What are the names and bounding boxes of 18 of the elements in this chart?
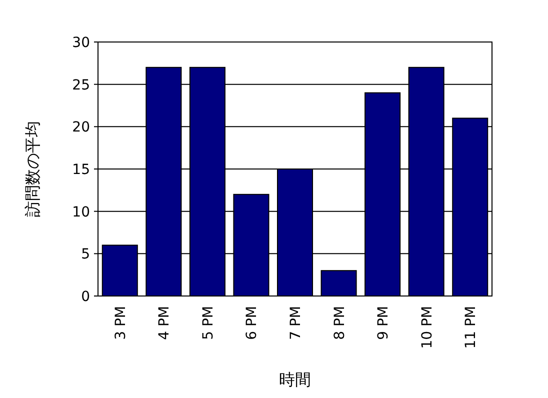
y-tick-label: 0 <box>81 289 90 305</box>
x-tick-label: 3 PM <box>112 306 129 340</box>
x-tick-label: 6 PM <box>244 306 260 340</box>
y-tick-label: 20 <box>72 120 90 136</box>
x-tick-label: 10 PM <box>419 306 436 349</box>
y-tick-label: 25 <box>72 77 90 94</box>
x-tick-label: 7 PM <box>288 306 304 340</box>
x-tick-label: 5 PM <box>200 306 216 340</box>
y-tick-label: 30 <box>72 35 90 51</box>
y-tick-label: 10 <box>72 204 90 220</box>
x-tick-label: 4 PM <box>156 306 173 340</box>
x-tick-label: 11 PM <box>463 306 480 349</box>
y-tick-label: 5 <box>81 246 90 263</box>
x-tick-label: 9 PM <box>376 306 392 340</box>
x-axis-title: 時間 <box>279 370 311 389</box>
y-axis-title: 訪問数の平均 <box>23 121 42 217</box>
y-tick-label: 15 <box>72 162 90 178</box>
x-tick-label: 8 PM <box>332 306 348 340</box>
